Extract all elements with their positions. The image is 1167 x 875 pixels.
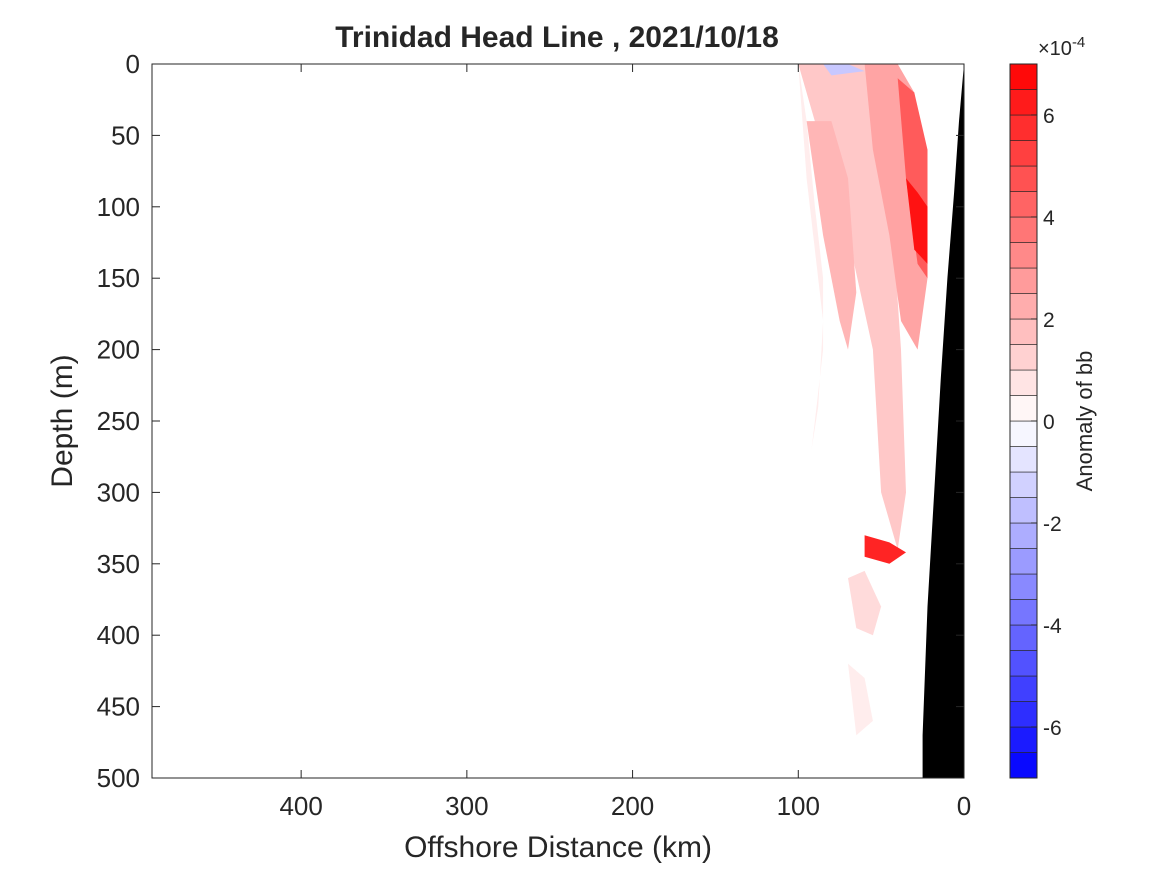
y-tick-label-250: 250 (97, 406, 140, 436)
x-axis-label: Offshore Distance (km) (404, 831, 712, 864)
x-tick-label-200: 200 (611, 791, 654, 821)
x-tick-label-100: 100 (777, 791, 820, 821)
colorbar-cell-3 (1009, 675, 1038, 702)
colorbar-cell-5 (1009, 624, 1038, 651)
y-tick-label-0: 0 (126, 49, 140, 79)
y-axis-ticks: 0 50 100 150 200 250 300 350 400 450 500 (97, 49, 964, 793)
colorbar-cell-20 (1009, 242, 1038, 269)
colorbar-cell-2 (1009, 701, 1038, 728)
colorbar-cell-0 (1009, 752, 1038, 779)
y-axis-label: Depth (m) (46, 354, 79, 487)
colorbar-cell-27 (1009, 63, 1038, 90)
bathymetry-fill (922, 64, 964, 778)
colorbar-cell-10 (1009, 497, 1038, 524)
colorbar-ticks: 6 4 2 0 -2 -4 -6 (1031, 105, 1062, 740)
colorbar-tick-label--4: -4 (1043, 615, 1062, 638)
colorbar-cell-1 (1009, 726, 1038, 753)
colorbar-cell-13 (1009, 420, 1038, 447)
anomaly-region-5 (906, 178, 928, 264)
anomaly-contours (798, 64, 928, 736)
anomaly-region-8 (848, 663, 873, 736)
colorbar-cell-18 (1009, 293, 1038, 320)
colorbar-cell-17 (1009, 318, 1038, 345)
colorbar-cell-19 (1009, 267, 1038, 294)
colorbar-exponent-power: -4 (1072, 34, 1085, 51)
y-tick-label-200: 200 (97, 335, 140, 365)
y-tick-label-150: 150 (97, 263, 140, 293)
x-tick-label-400: 400 (279, 791, 322, 821)
y-tick-label-500: 500 (97, 763, 140, 793)
colorbar-tick-label--2: -2 (1043, 513, 1062, 536)
y-tick-label-400: 400 (97, 620, 140, 650)
colorbar-cell-4 (1009, 650, 1038, 677)
colorbar-cell-9 (1009, 522, 1038, 549)
colorbar-tick-label-4: 4 (1043, 207, 1055, 230)
colorbar-cell-23 (1009, 165, 1038, 192)
colorbar-tick-label-6: 6 (1043, 105, 1055, 128)
colorbar-cell-6 (1009, 599, 1038, 626)
x-tick-label-0: 0 (957, 791, 971, 821)
y-tick-label-100: 100 (97, 192, 140, 222)
colorbar-cell-7 (1009, 573, 1038, 600)
anomaly-region-7 (848, 570, 882, 636)
colorbar-label: Anomaly of bb (1072, 351, 1097, 492)
anomaly-region-6 (864, 535, 906, 564)
colorbar-cell-22 (1009, 191, 1038, 218)
colorbar-cell-26 (1009, 89, 1038, 116)
colorbar-exponent: ×10-4 (1038, 34, 1085, 60)
colorbar-cell-25 (1009, 114, 1038, 141)
colorbar-cell-11 (1009, 471, 1038, 498)
colorbar-cell-16 (1009, 344, 1038, 371)
x-axis-ticks: 400 300 200 100 0 (279, 64, 971, 821)
colorbar-cell-14 (1009, 395, 1038, 422)
seafloor-polygon (922, 64, 964, 778)
colorbar-exponent-base: ×10 (1038, 38, 1072, 60)
y-tick-label-50: 50 (111, 120, 140, 150)
anomaly-region-9 (823, 64, 865, 76)
y-tick-label-300: 300 (97, 477, 140, 507)
anomaly-region-2 (806, 121, 857, 350)
chart-title: Trinidad Head Line , 2021/10/18 (335, 21, 779, 54)
colorbar-cell-21 (1009, 216, 1038, 243)
colorbar-tick-label--6: -6 (1043, 717, 1062, 740)
anomaly-region-0 (798, 64, 824, 450)
colorbar-tick-label-0: 0 (1043, 411, 1055, 434)
colorbar-cell-12 (1009, 446, 1038, 473)
colorbar-cell-8 (1009, 548, 1038, 575)
colorbar-tick-label-2: 2 (1043, 309, 1055, 332)
y-tick-label-450: 450 (97, 692, 140, 722)
colorbar-cell-15 (1009, 369, 1038, 396)
colorbar-cell-24 (1009, 140, 1038, 167)
anomaly-region-1 (798, 64, 906, 550)
colorbar-cells (1009, 63, 1038, 779)
x-tick-label-300: 300 (445, 791, 488, 821)
y-tick-label-350: 350 (97, 549, 140, 579)
plot-area: 400 300 200 100 0 0 50 100 150 200 250 300 350 400 45… (97, 49, 972, 821)
